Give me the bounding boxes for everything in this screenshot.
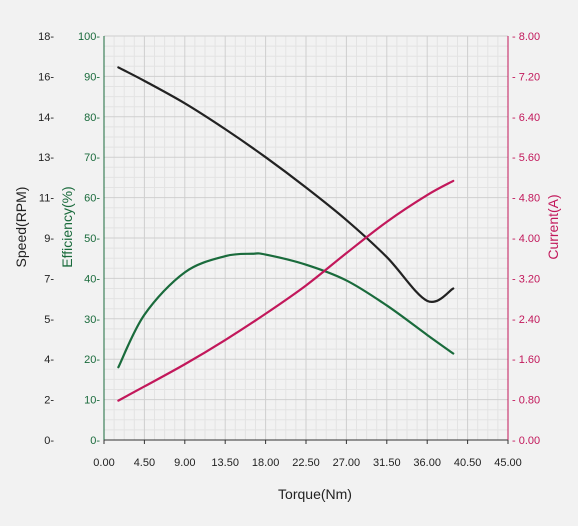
y-tick-label-efficiency: 0- xyxy=(90,435,100,447)
y-tick-label-speed: 4- xyxy=(44,354,54,366)
y-tick-label-current: - 0.80 xyxy=(512,395,540,407)
y-tick-label-efficiency: 60- xyxy=(84,193,100,205)
y-tick-label-speed: 11- xyxy=(39,193,54,205)
x-axis-title: Torque(Nm) xyxy=(278,486,352,502)
y-tick-label-speed: 13- xyxy=(38,152,54,164)
y-tick-label-current: - 1.60 xyxy=(512,354,540,366)
series-line-current xyxy=(117,179,455,402)
y-tick-label-speed: 9- xyxy=(44,233,54,245)
y-tick-label-speed: 0- xyxy=(44,435,54,447)
y-tick-label-efficiency: 10- xyxy=(84,395,100,407)
x-tick-label: 45.00 xyxy=(494,457,522,469)
tick-labels: 0.00 4.50 9.00 13.50 18.00 22.50 27.00 31.50 36.… xyxy=(38,31,540,469)
y-tick-label-efficiency: 30- xyxy=(84,314,100,326)
y-tick-label-efficiency: 90- xyxy=(84,71,100,83)
x-tick-label: 4.50 xyxy=(134,457,155,469)
y-tick-label-current: - 4.00 xyxy=(512,233,540,245)
x-tick-label: 22.50 xyxy=(292,457,320,469)
y-axis-title-speed: Speed(RPM) xyxy=(13,187,29,268)
y-tick-label-speed: 7- xyxy=(44,273,54,285)
series-layer xyxy=(117,66,455,402)
y-tick-label-efficiency: 80- xyxy=(84,112,100,124)
y-tick-label-current: - 0.00 xyxy=(512,435,540,447)
x-tick-label: 27.00 xyxy=(333,457,361,469)
y-tick-label-current: - 6.40 xyxy=(512,112,540,124)
y-axis-title-efficiency: Efficiency(%) xyxy=(59,186,75,267)
y-tick-label-current: - 7.20 xyxy=(512,71,540,83)
y-tick-label-current: - 4.80 xyxy=(512,193,540,205)
x-tick-label: 0.00 xyxy=(93,457,114,469)
y-tick-label-efficiency: 70- xyxy=(84,152,100,164)
series-line-efficiency xyxy=(117,252,455,369)
series-line-speed xyxy=(117,66,455,303)
x-tick-label: 18.00 xyxy=(252,457,280,469)
y-tick-label-current: - 2.40 xyxy=(512,314,540,326)
x-tick-label: 9.00 xyxy=(174,457,195,469)
y-tick-label-efficiency: 20- xyxy=(84,354,100,366)
x-tick-label: 36.00 xyxy=(413,457,441,469)
x-tick-label: 13.50 xyxy=(211,457,239,469)
y-tick-label-speed: 5- xyxy=(44,314,54,326)
y-tick-label-efficiency: 50- xyxy=(84,233,100,245)
y-tick-label-current: - 8.00 xyxy=(512,31,540,43)
y-tick-label-efficiency: 100- xyxy=(78,31,100,43)
y-axis-title-current: Current(A) xyxy=(545,194,561,259)
y-tick-label-speed: 16- xyxy=(38,71,54,83)
y-tick-label-efficiency: 40- xyxy=(84,273,100,285)
y-tick-label-speed: 14- xyxy=(38,112,54,124)
x-tick-label: 40.50 xyxy=(454,457,482,469)
y-tick-label-speed: 2- xyxy=(44,395,54,407)
y-tick-label-current: - 5.60 xyxy=(512,152,540,164)
y-tick-label-current: - 3.20 xyxy=(512,273,540,285)
x-tick-label: 31.50 xyxy=(373,457,401,469)
y-tick-label-speed: 18- xyxy=(38,31,54,43)
